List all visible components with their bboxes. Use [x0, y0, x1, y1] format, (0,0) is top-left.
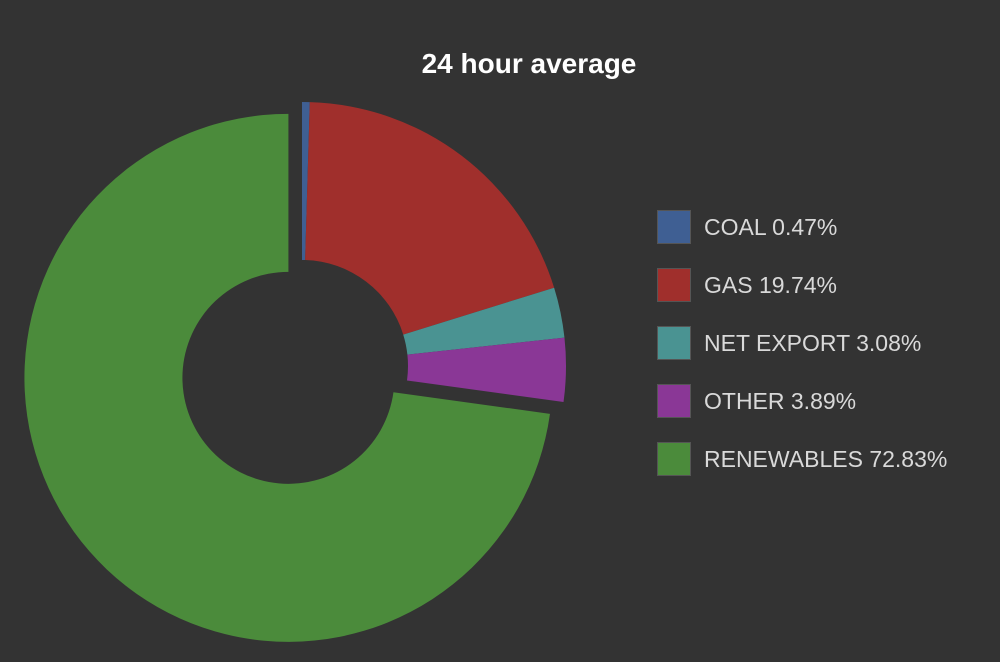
- slice-gas[interactable]: [305, 102, 555, 335]
- legend-label-other: OTHER 3.89%: [704, 387, 857, 414]
- legend-swatch-coal: [657, 210, 691, 244]
- legend-label-gas: GAS 19.74%: [704, 271, 837, 298]
- legend-item-gas[interactable]: GAS 19.74%: [657, 267, 947, 303]
- legend-item-other[interactable]: OTHER 3.89%: [657, 383, 947, 419]
- legend-label-coal: COAL 0.47%: [704, 213, 838, 240]
- legend-swatch-net-export: [657, 326, 691, 360]
- legend-item-net-export[interactable]: NET EXPORT 3.08%: [657, 325, 947, 361]
- legend: COAL 0.47% GAS 19.74% NET EXPORT 3.08% O…: [657, 209, 947, 499]
- legend-label-renewables: RENEWABLES 72.83%: [704, 445, 948, 472]
- slice-renewables[interactable]: [24, 113, 550, 642]
- slice-other[interactable]: [407, 337, 566, 403]
- slice-net-export[interactable]: [403, 287, 565, 355]
- legend-swatch-other: [657, 384, 691, 418]
- chart-title: 24 hour average: [421, 48, 637, 79]
- legend-item-coal[interactable]: COAL 0.47%: [657, 209, 947, 245]
- legend-label-net-export: NET EXPORT 3.08%: [704, 329, 922, 356]
- slice-coal[interactable]: [302, 102, 310, 261]
- legend-swatch-gas: [657, 268, 691, 302]
- donut-chart: [24, 102, 566, 642]
- legend-item-renewables[interactable]: RENEWABLES 72.83%: [657, 441, 947, 477]
- legend-swatch-renewables: [657, 442, 691, 476]
